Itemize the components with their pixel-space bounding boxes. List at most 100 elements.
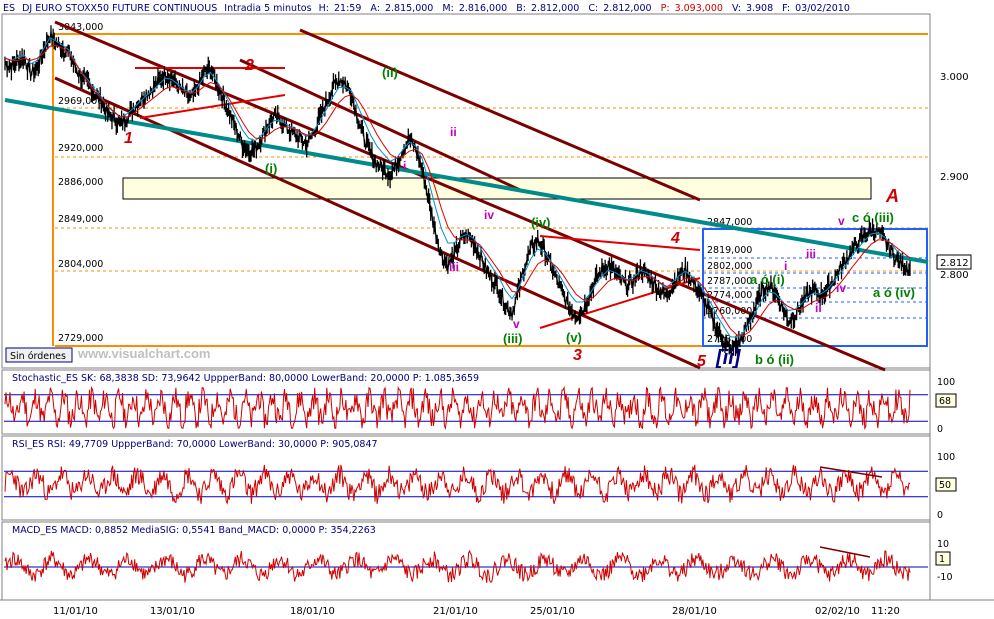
stochastic-series <box>4 385 928 431</box>
level-label: 2804,000 <box>58 259 103 270</box>
wave-magenta-i2: i <box>784 259 787 273</box>
wave-labels: 1 2 3 4 5 A (ii) (i) (iv) (iii) (v) ii i… <box>124 57 915 370</box>
date-tick: 11:20 <box>871 606 900 617</box>
m-value: 2.816,000 <box>459 3 507 14</box>
macd-series <box>4 546 928 583</box>
wave-magenta-i: i <box>403 159 406 173</box>
last-price-box <box>936 254 972 270</box>
date-axis: 11/01/10 13/01/10 18/01/10 21/01/10 25/0… <box>53 606 900 617</box>
macd-last-box <box>935 551 951 566</box>
wave-4: 4 <box>670 230 680 247</box>
wave-magenta-iii: iii <box>449 260 459 274</box>
fast-ma-line <box>4 36 911 338</box>
wave-3: 3 <box>573 347 582 364</box>
wave-magenta-v2: v <box>838 214 845 228</box>
box-level-label: 2760,000 <box>707 306 752 317</box>
p-value: 3.093,000 <box>675 3 723 14</box>
wave-green-i: (i) <box>265 161 277 176</box>
symbol: ES <box>3 3 15 14</box>
pattern-line <box>139 94 286 119</box>
wave-green-v: (v) <box>566 330 582 345</box>
indicator-line <box>4 549 911 583</box>
wave-magenta-ii2: ii <box>815 301 822 315</box>
date-tick: 28/01/10 <box>672 606 717 617</box>
wave-magenta-v: v <box>513 317 520 331</box>
indicator-line <box>4 464 911 505</box>
wave-2: 2 <box>244 57 254 74</box>
level-label: 2849,000 <box>58 214 103 225</box>
header-text: ES DJ EURO STOXX50 FUTURE CONTINUOUS Int… <box>3 3 850 14</box>
level-label: 2886,000 <box>58 177 103 188</box>
pattern-line <box>539 235 701 251</box>
header-bar <box>0 0 994 14</box>
channel-upper-line <box>54 20 886 372</box>
macd-scale-top: 10 <box>937 539 949 550</box>
level-label: 3043,000 <box>58 22 103 33</box>
rsi-scale-bottom: 0 <box>937 510 943 521</box>
channel-mid-line <box>239 58 521 192</box>
wave-green-iv: (iv) <box>531 215 551 230</box>
watermark: www.visualchart.com <box>77 346 210 361</box>
f-value: 03/02/2010 <box>795 3 850 14</box>
wave-label-a2: a ó (iv) <box>873 285 915 300</box>
macd-scale-bottom: -10 <box>937 572 953 583</box>
stoch-last-box <box>935 393 957 408</box>
v-label: V: <box>732 3 741 14</box>
stoch-last: 68 <box>939 396 951 407</box>
stoch-scale-bottom: 0 <box>937 424 943 435</box>
orders-button-label[interactable]: Sin órdenes <box>10 351 66 362</box>
horizontal-levels <box>52 33 928 347</box>
price-tick: 3.000 <box>940 72 969 83</box>
stoch-scale-top: 100 <box>937 377 955 388</box>
instrument-title: DJ EURO STOXX50 FUTURE CONTINUOUS <box>22 3 217 14</box>
price-tick: 2.800 <box>940 270 969 281</box>
date-tick: 21/01/10 <box>433 606 478 617</box>
resistance-zone-box <box>122 177 872 200</box>
wave-label-a: a ó (i) <box>750 272 785 287</box>
v-value: 3.908 <box>746 3 773 14</box>
level-labels: 3043,000 2969,000 2920,000 2886,000 2849… <box>58 22 103 344</box>
wave-blue-II: [ii] <box>715 347 742 369</box>
box-level-label: 2787,000 <box>707 276 752 287</box>
macd-label: MACD_ES MACD: 0,8852 MediaSIG: 0,5541 Ba… <box>12 525 376 536</box>
indicator-line <box>4 385 911 431</box>
rsi-last: 50 <box>939 480 951 491</box>
rsi-divergence-line <box>819 466 883 478</box>
macd-last: 1 <box>939 554 945 565</box>
a-label: A: <box>370 3 380 14</box>
date-tick: 25/01/10 <box>530 606 575 617</box>
a-value: 2.815,000 <box>385 3 433 14</box>
b-label: B: <box>516 3 526 14</box>
channel-top-line <box>299 28 701 202</box>
orders-button-frame[interactable] <box>5 347 73 363</box>
wave-magenta-iv: iv <box>484 208 494 222</box>
wave-label-c: c ó (iii) <box>852 210 894 225</box>
blue-projection-box: 2847,000 2819,000 2802,000 2787,000 2774… <box>702 217 928 347</box>
rsi-last-box <box>935 477 957 492</box>
b-value: 2.812,000 <box>531 3 579 14</box>
rsi-scale-top: 100 <box>937 452 955 463</box>
c-label: C: <box>588 3 598 14</box>
f-label: F: <box>782 3 790 14</box>
wave-magenta-ii: ii <box>450 125 457 139</box>
box-level-label: 2774,000 <box>707 290 752 301</box>
box-level-label: 2802,000 <box>707 261 752 272</box>
orders-button[interactable]: Sin órdenes <box>5 347 73 363</box>
timeframe: Intradia 5 minutos <box>224 3 311 14</box>
date-tick: 18/01/10 <box>290 606 335 617</box>
wave-green-iii: (iii) <box>503 331 523 346</box>
rsi-label: RSI_ES RSI: 49,7709 UppperBand: 70,0000 … <box>12 439 378 450</box>
rsi-series <box>4 464 928 505</box>
wave-1: 1 <box>124 130 133 147</box>
box-level-label: 2819,000 <box>707 245 752 256</box>
m-label: M: <box>442 3 453 14</box>
wave-A: A <box>885 186 899 206</box>
c-value: 2.812,000 <box>603 3 651 14</box>
wave-green-ii: (ii) <box>382 65 398 80</box>
p-label: P: <box>661 3 670 14</box>
date-tick: 02/02/10 <box>815 606 860 617</box>
h-value: 21:59 <box>334 3 361 14</box>
wave-magenta-iii2: iii <box>806 247 816 261</box>
price-axis: 3.000 2.900 2.800 2.812 <box>936 72 972 281</box>
